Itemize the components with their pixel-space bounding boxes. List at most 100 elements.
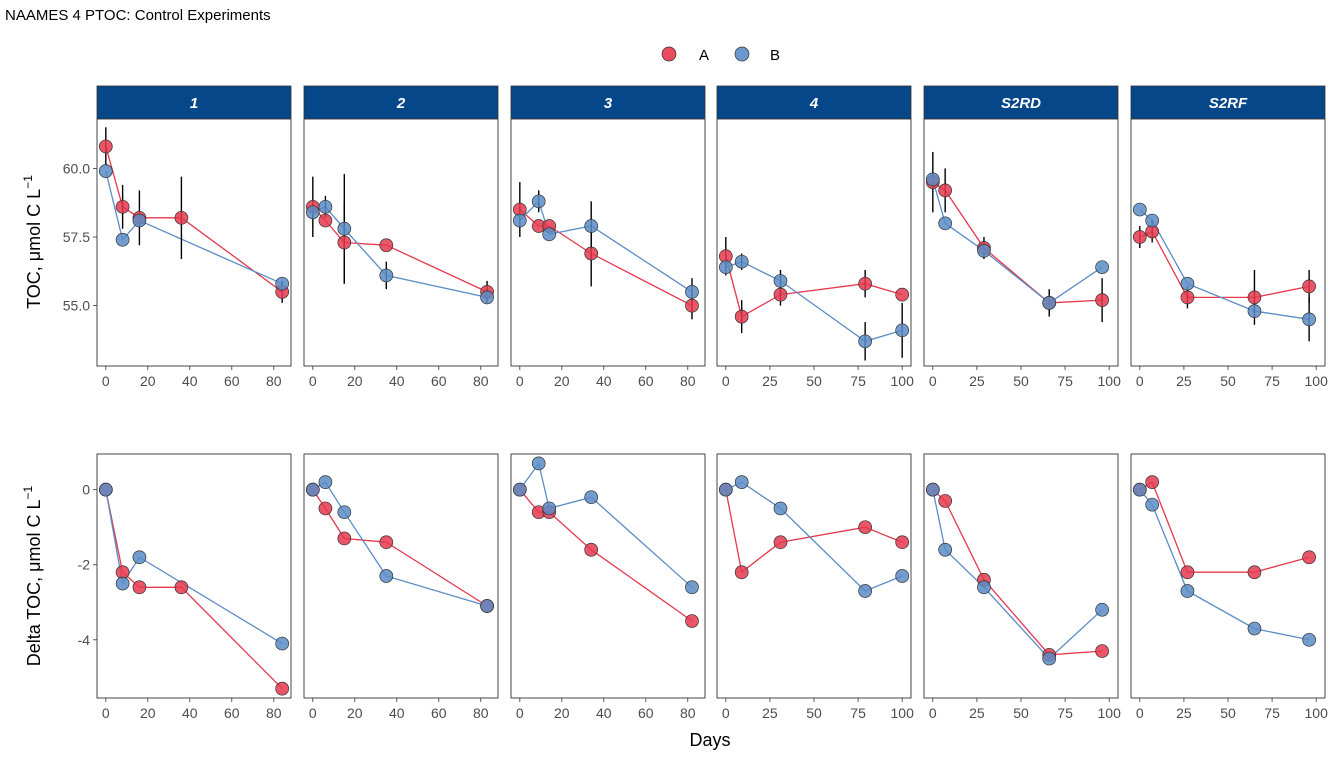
panel-s2rf-toc-x-tick-label: 25: [1176, 373, 1192, 389]
panel-3-delta-x-tick-label: 20: [554, 705, 570, 721]
panel-s2rf-delta-point-B: [1132, 482, 1147, 497]
panel-1-toc-x-tick-label: 40: [182, 373, 198, 389]
panel-4-toc-point-A: [734, 309, 749, 324]
panel-s2rd-delta-x-tick-label: 25: [969, 705, 985, 721]
panel-s2rf-delta-point-A: [1180, 565, 1195, 580]
panel-3-toc-x-tick-label: 40: [596, 373, 612, 389]
panel-3-toc-x-tick-label: 60: [638, 373, 654, 389]
y-axis-title-top-text: TOC, μmol C L: [24, 189, 44, 309]
y-axis-title-top-superscript: −1: [21, 175, 35, 189]
panel-1-delta-y-tick-label: 0: [82, 482, 90, 498]
panel-4-toc-point-A: [895, 287, 910, 302]
panel-s2rd-delta-point-A: [938, 494, 953, 508]
panel-3-delta-x-tick-label: 60: [638, 705, 654, 721]
panel-2-toc-x-tick-label: 0: [309, 373, 317, 389]
panel-3-toc-point-B: [584, 219, 599, 233]
panel-4-toc-x-tick-label: 50: [806, 373, 822, 389]
panel-2-delta-x-tick-label: 40: [389, 705, 405, 721]
panel-s2rd-toc-point-B: [977, 243, 991, 258]
y-axis-title-top: TOC, μmol C L−1: [21, 175, 44, 309]
panel-3-delta-point-A: [685, 614, 699, 628]
panel-s2rf-toc-x-tick-label: 75: [1264, 373, 1280, 389]
panel-4-toc-x-tick-label: 25: [762, 373, 778, 389]
panel-1-toc-y-tick-label: 60.0: [63, 160, 90, 176]
panel-s2rf-toc-point-B: [1180, 276, 1195, 291]
panel-2-delta-x-tick-label: 0: [309, 705, 317, 721]
panel-s2rf-toc-point-B: [1145, 213, 1160, 228]
panel-s2rf-toc-x-tick-label: 50: [1220, 373, 1236, 389]
panel-1-toc-point-A: [98, 139, 113, 154]
panel-4-toc-x-tick-label: 75: [850, 373, 866, 389]
panel-3-delta-point-B: [542, 501, 557, 516]
panel-2-toc-point-B: [480, 290, 494, 305]
panel-s2rd-toc-point-A: [938, 183, 953, 198]
panel-s2rd-toc-x-tick-label: 0: [929, 373, 937, 389]
panel-s2rf-toc-point-B: [1247, 304, 1262, 318]
panel-s2rf-toc-point-A: [1180, 290, 1195, 305]
panel-1-toc-point-A: [115, 199, 130, 214]
panel-4-toc-frame: [716, 118, 912, 367]
panel-4-delta-x-tick-label: 100: [891, 705, 915, 721]
panel-1-toc-point-B: [98, 164, 113, 178]
panel-1-toc-point-B: [115, 232, 130, 247]
panel-s2rd-delta-x-tick-label: 0: [929, 705, 937, 721]
panel-s2rf-delta-point-A: [1247, 565, 1262, 580]
y-axis-title-bottom-text: Delta TOC, μmol C L: [24, 499, 44, 666]
panel-s2rf-delta-point-A: [1145, 475, 1160, 490]
panel-1-delta-point-A: [174, 580, 189, 595]
panel-4-delta-frame: [716, 453, 912, 699]
panel-s2rd-toc-point-B: [1042, 296, 1057, 310]
panel-2-toc-x-tick-label: 80: [473, 373, 489, 389]
panel-4-strip: [716, 85, 912, 120]
panel-2-delta-frame: [303, 453, 499, 699]
panel-s2rd-delta-point-A: [1095, 644, 1109, 658]
panel-s2rd-delta-point-B: [977, 580, 991, 595]
panel-s2rd-toc-x-tick-label: 100: [1098, 373, 1122, 389]
panel-1-toc-x-tick-label: 0: [102, 373, 110, 389]
panel-s2rd-toc-x-tick-label: 25: [969, 373, 985, 389]
panel-1-delta-point-B: [132, 550, 147, 565]
panel-4-toc-point-B: [895, 323, 910, 338]
panel-s2rd-delta-x-tick-label: 50: [1013, 705, 1029, 721]
panel-s2rf-delta-x-tick-label: 100: [1305, 705, 1329, 721]
panel-s2rd-delta-point-B: [1095, 602, 1109, 617]
panel-2-toc-x-tick-label: 60: [431, 373, 447, 389]
panel-1-toc-frame: [96, 118, 292, 367]
panel-3-delta-x-tick-label: 0: [516, 705, 524, 721]
panel-3-delta-point-B: [685, 580, 699, 595]
panel-3-toc-point-B: [685, 285, 699, 299]
panel-2-delta-x-tick-label: 80: [473, 705, 489, 721]
panel-3-strip-label: 3: [604, 95, 613, 112]
panel-s2rd-toc-frame: [923, 118, 1119, 367]
panel-s2rd-toc-point-A: [1095, 293, 1109, 307]
panel-s2rd-delta-x-tick-label: 100: [1098, 705, 1122, 721]
panel-s2rf-delta-x-tick-label: 75: [1264, 705, 1280, 721]
panel-3-strip: [510, 85, 706, 120]
panel-s2rf-delta-point-B: [1145, 497, 1160, 512]
panel-2-delta-point-A: [318, 501, 333, 516]
panel-1-toc-x-tick-label: 20: [140, 373, 156, 389]
panel-s2rf-toc-point-A: [1247, 290, 1262, 305]
panel-s2rf-toc-x-tick-label: 100: [1305, 373, 1329, 389]
panel-s2rd-delta-point-B: [925, 482, 940, 497]
panel-s2rd-toc-point-B: [938, 216, 953, 231]
panel-2-delta-point-B: [305, 482, 320, 497]
panel-4-delta-x-tick-label: 25: [762, 705, 778, 721]
panel-2-toc-point-A: [318, 213, 333, 228]
panel-1-toc-line-B: [105, 170, 283, 285]
panel-s2rf-delta-x-tick-label: 0: [1136, 705, 1144, 721]
panel-4-toc-point-B: [773, 274, 788, 288]
panel-s2rf-toc-point-A: [1132, 230, 1147, 244]
panel-1-delta-x-tick-label: 40: [182, 705, 198, 721]
panel-4-delta-point-B: [858, 584, 872, 598]
panel-2-delta-x-tick-label: 60: [431, 705, 447, 721]
legend-label-A: A: [699, 47, 709, 64]
panel-4-delta-point-B: [895, 569, 910, 583]
panel-3-delta-x-tick-label: 80: [680, 705, 696, 721]
panel-2-toc-point-A: [337, 235, 352, 250]
panel-1-strip: [96, 85, 292, 120]
panel-3-delta-point-A: [584, 542, 599, 557]
panel-4-toc-point-B: [858, 334, 872, 349]
